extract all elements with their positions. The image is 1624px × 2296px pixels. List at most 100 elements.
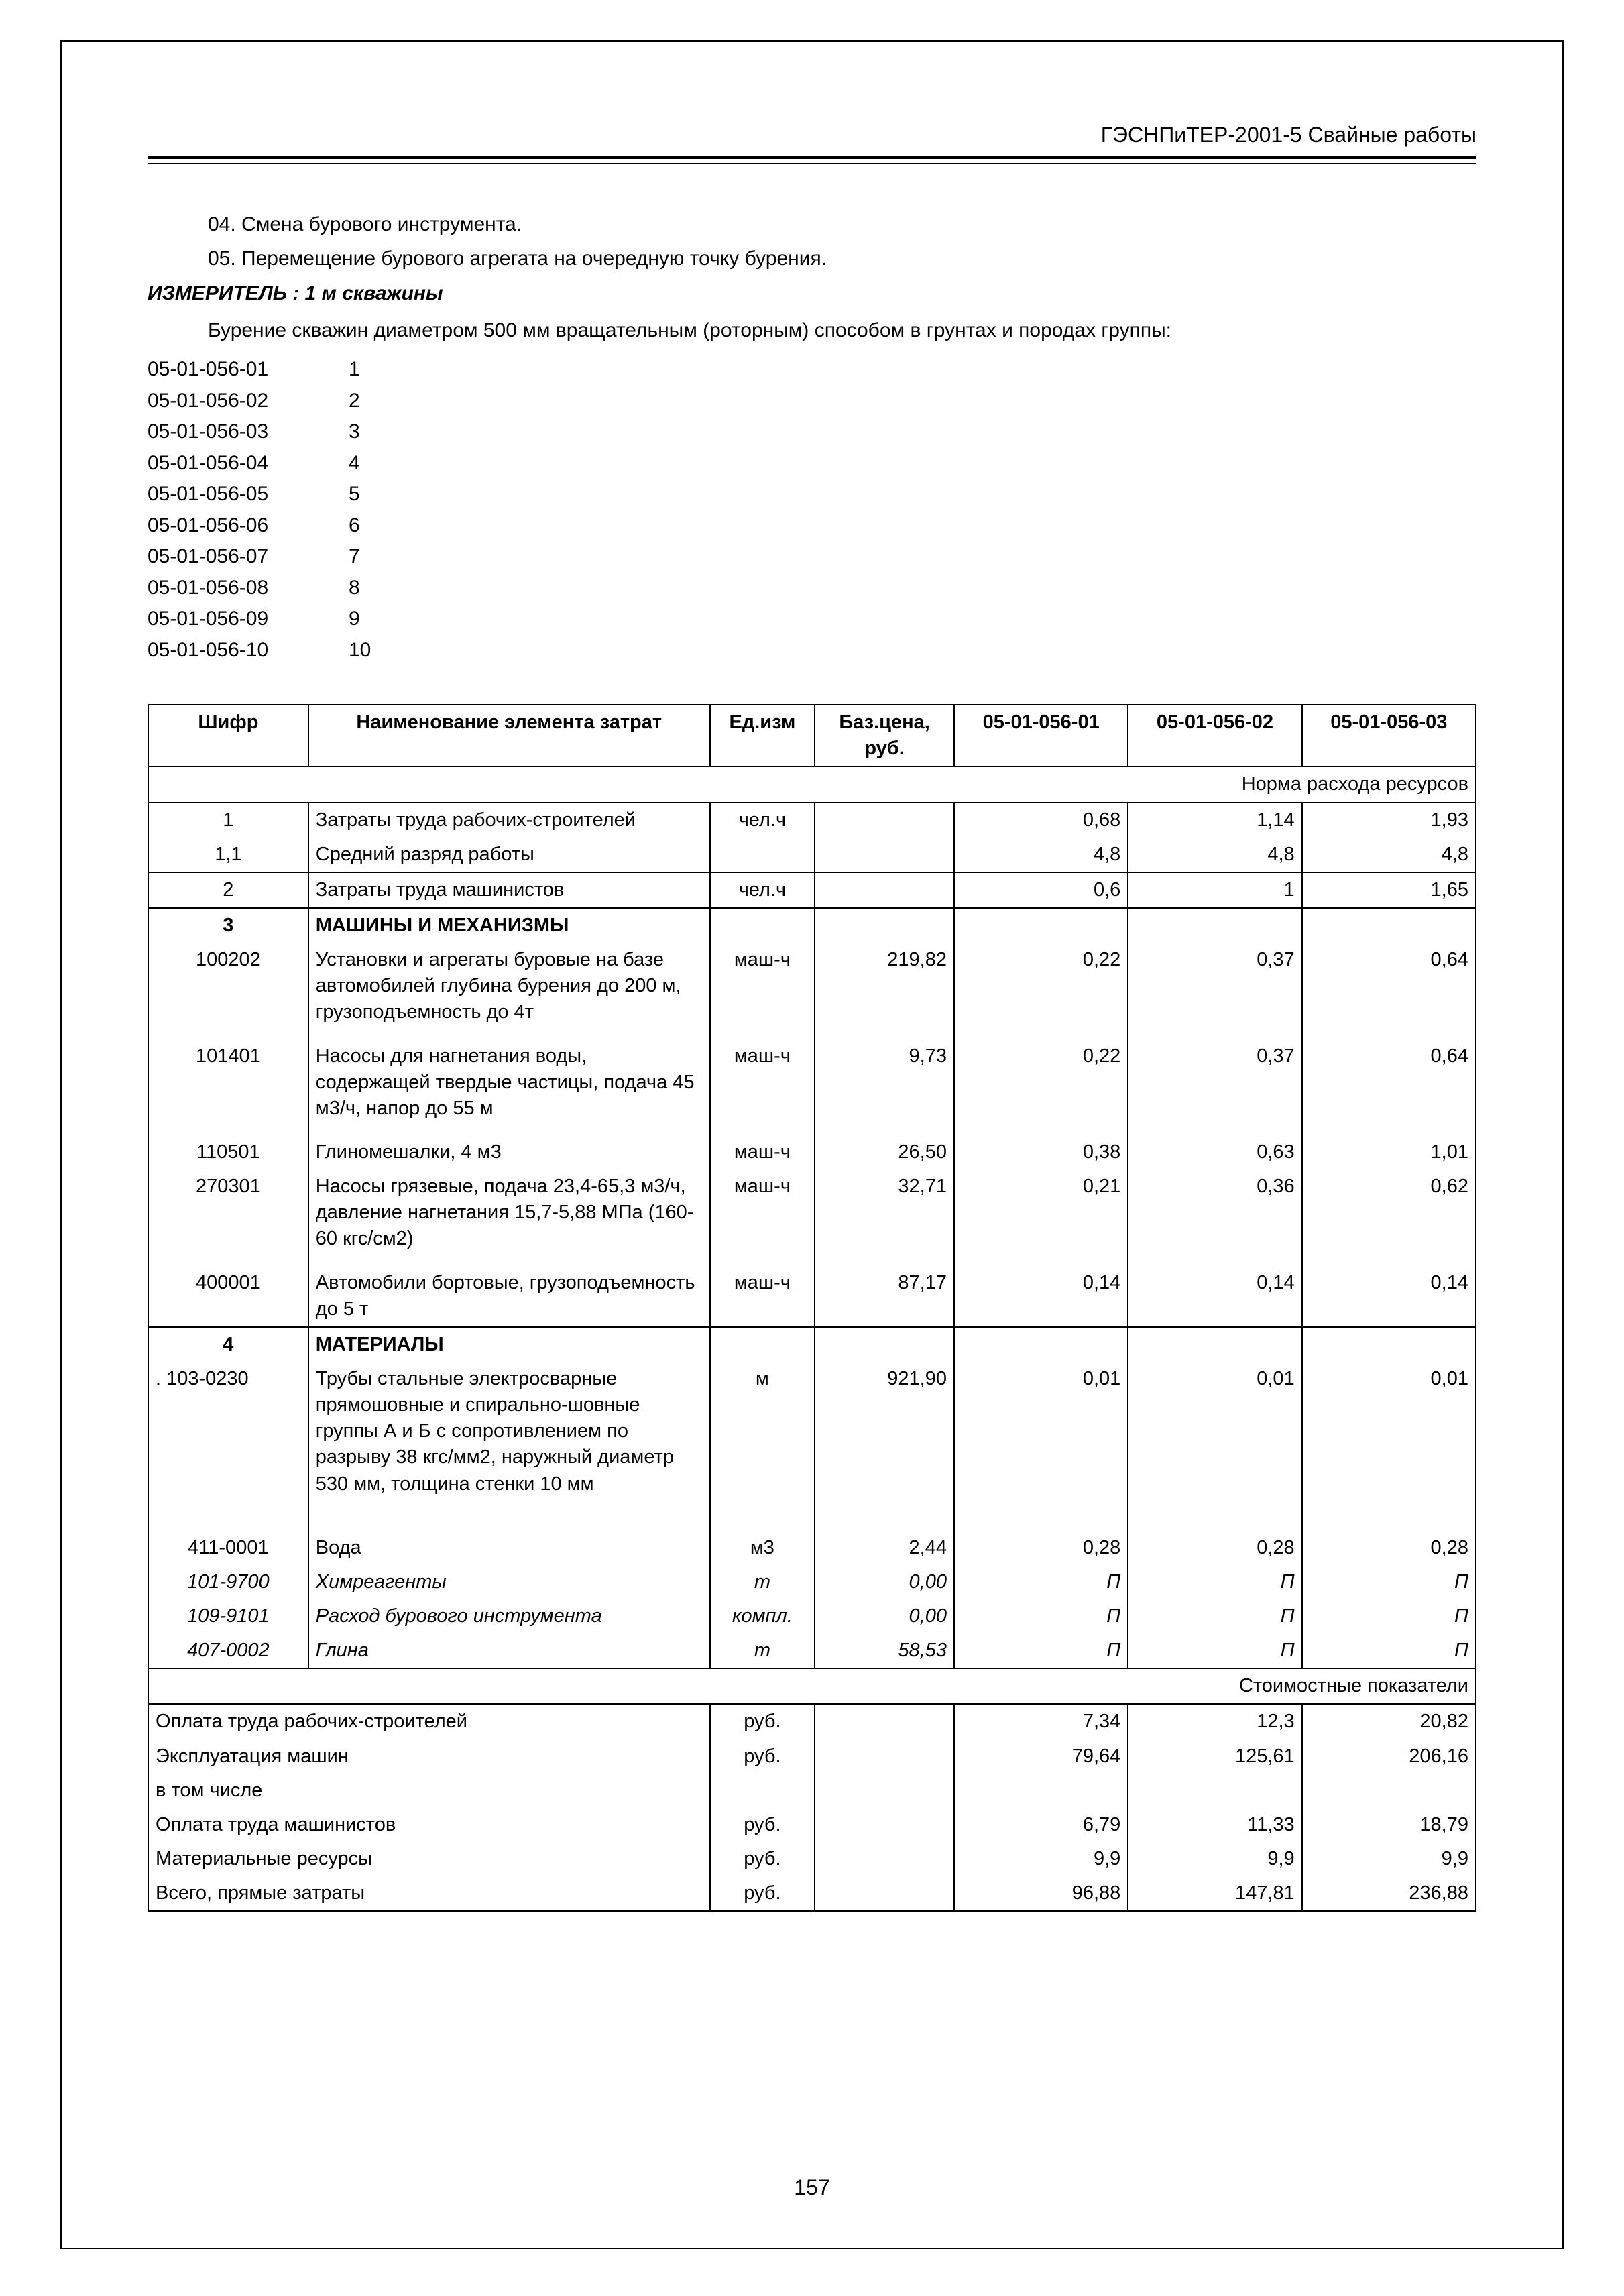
- cell: Эксплуатация машин: [148, 1739, 710, 1774]
- cell: 9,73: [815, 1030, 954, 1126]
- cell: [815, 1876, 954, 1911]
- cell: 0,01: [1302, 1362, 1476, 1501]
- cell: [710, 1774, 815, 1808]
- cell: 101-9700: [148, 1565, 308, 1599]
- code: 05-01-056-09: [148, 606, 322, 633]
- intro-line-04: 04. Смена бурового инструмента.: [208, 211, 1476, 239]
- cell: 0,14: [954, 1257, 1128, 1327]
- cell: 0,64: [1302, 943, 1476, 1029]
- table-row: в том числе: [148, 1774, 1476, 1808]
- cell: Всего, прямые затраты: [148, 1876, 710, 1911]
- table-row: 101401 Насосы для нагнетания воды, содер…: [148, 1030, 1476, 1126]
- cell: Химреагенты: [308, 1565, 710, 1599]
- cell: [815, 1739, 954, 1774]
- cell: [1302, 1327, 1476, 1362]
- cell: [1302, 1774, 1476, 1808]
- cost-table: Шифр Наименование элемента затрат Ед.изм…: [148, 704, 1476, 1912]
- table-row: . 103-0230 Трубы стальные электросварные…: [148, 1362, 1476, 1501]
- cell: маш-ч: [710, 1126, 815, 1169]
- cell: 1,14: [1128, 803, 1301, 838]
- cell: 125,61: [1128, 1739, 1301, 1774]
- cell: [815, 1842, 954, 1876]
- cell: 101401: [148, 1030, 308, 1126]
- cell: т: [710, 1565, 815, 1599]
- cell: руб.: [710, 1876, 815, 1911]
- table-row: Оплата труда рабочих-строителей руб. 7,3…: [148, 1704, 1476, 1739]
- cell: 11,33: [1128, 1808, 1301, 1842]
- banner-norm: Норма расхода ресурсов: [148, 766, 1476, 802]
- cell: П: [1302, 1599, 1476, 1633]
- cell: 921,90: [815, 1362, 954, 1501]
- col-c2: 05-01-056-02: [1128, 705, 1301, 766]
- cell: П: [1302, 1565, 1476, 1599]
- cell: . 103-0230: [148, 1362, 308, 1501]
- cell: 58,53: [815, 1633, 954, 1668]
- cell: 7,34: [954, 1704, 1128, 1739]
- cell: Насосы грязевые, подача 23,4-65,3 м3/ч, …: [308, 1169, 710, 1256]
- code: 05-01-056-07: [148, 543, 322, 571]
- code-n: 9: [349, 606, 360, 633]
- table-row: 2 Затраты труда машинистов чел.ч 0,6 1 1…: [148, 872, 1476, 908]
- cell: [815, 872, 954, 908]
- code: 05-01-056-01: [148, 356, 322, 384]
- cell: 109-9101: [148, 1599, 308, 1633]
- code-n: 8: [349, 575, 360, 602]
- banner-row: Стоимостные показатели: [148, 1668, 1476, 1704]
- code-n: 1: [349, 356, 360, 384]
- cell: 1,93: [1302, 803, 1476, 838]
- cell: Насосы для нагнетания воды, содержащей т…: [308, 1030, 710, 1126]
- cell: Затраты труда машинистов: [308, 872, 710, 908]
- cell: 236,88: [1302, 1876, 1476, 1911]
- cell: [710, 1327, 815, 1362]
- code-n: 2: [349, 388, 360, 415]
- cell: Средний разряд работы: [308, 838, 710, 872]
- running-header: ГЭСНПиТЕР-2001-5 Свайные работы: [148, 121, 1476, 159]
- table-row: 101-9700 Химреагенты т 0,00 П П П: [148, 1565, 1476, 1599]
- cell: в том числе: [148, 1774, 710, 1808]
- cell: Оплата труда рабочих-строителей: [148, 1704, 710, 1739]
- cell: 0,28: [1128, 1501, 1301, 1565]
- cell: 12,3: [1128, 1704, 1301, 1739]
- lead-line: Бурение скважин диаметром 500 мм вращате…: [208, 317, 1476, 345]
- cell: 87,17: [815, 1257, 954, 1327]
- cell: 3: [148, 908, 308, 943]
- cell: [710, 908, 815, 943]
- cell: Автомобили бортовые, грузоподъемность до…: [308, 1257, 710, 1327]
- cell: чел.ч: [710, 803, 815, 838]
- code-n: 10: [349, 637, 371, 665]
- section-head-row: 4 МАТЕРИАЛЫ: [148, 1327, 1476, 1362]
- cell: П: [954, 1599, 1128, 1633]
- cell: 32,71: [815, 1169, 954, 1256]
- cell: [1128, 1327, 1301, 1362]
- table-row: Всего, прямые затраты руб. 96,88 147,81 …: [148, 1876, 1476, 1911]
- code-n: 5: [349, 481, 360, 508]
- cell: 0,6: [954, 872, 1128, 908]
- cell: 9,9: [1128, 1842, 1301, 1876]
- cell: Материальные ресурсы: [148, 1842, 710, 1876]
- cell: [815, 908, 954, 943]
- cell: 0,37: [1128, 943, 1301, 1029]
- cell: 2,44: [815, 1501, 954, 1565]
- cell: 4,8: [1302, 838, 1476, 872]
- col-name: Наименование элемента затрат: [308, 705, 710, 766]
- cell: [1128, 1774, 1301, 1808]
- cell: 79,64: [954, 1739, 1128, 1774]
- cell: [1302, 908, 1476, 943]
- table-row: 407-0002 Глина т 58,53 П П П: [148, 1633, 1476, 1668]
- cell: 1,1: [148, 838, 308, 872]
- cell: 0,63: [1128, 1126, 1301, 1169]
- col-unit: Ед.изм: [710, 705, 815, 766]
- cell: 6,79: [954, 1808, 1128, 1842]
- section-head-row: 3 МАШИНЫ И МЕХАНИЗМЫ: [148, 908, 1476, 943]
- code-n: 6: [349, 512, 360, 540]
- cell: Вода: [308, 1501, 710, 1565]
- header-rule: [148, 163, 1476, 164]
- cell: 4: [148, 1327, 308, 1362]
- cell: 0,68: [954, 803, 1128, 838]
- cell: 219,82: [815, 943, 954, 1029]
- table-row: Эксплуатация машин руб. 79,64 125,61 206…: [148, 1739, 1476, 1774]
- cell: 0,22: [954, 1030, 1128, 1126]
- cell: [815, 1704, 954, 1739]
- code-n: 3: [349, 418, 360, 446]
- col-shifr: Шифр: [148, 705, 308, 766]
